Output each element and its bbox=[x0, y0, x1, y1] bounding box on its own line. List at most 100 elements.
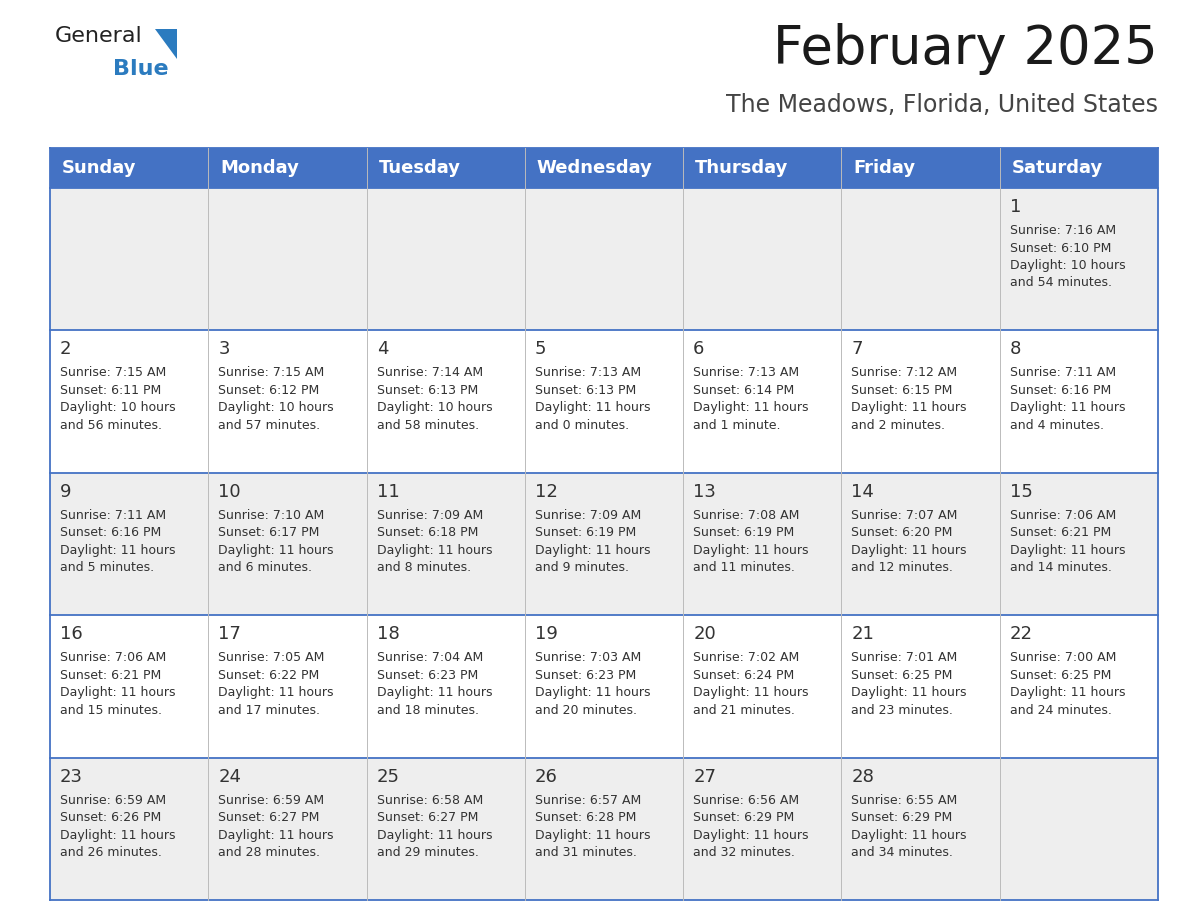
Text: 26: 26 bbox=[535, 767, 557, 786]
Text: and 20 minutes.: and 20 minutes. bbox=[535, 704, 637, 717]
Text: and 57 minutes.: and 57 minutes. bbox=[219, 419, 321, 431]
Text: Sunset: 6:29 PM: Sunset: 6:29 PM bbox=[693, 812, 795, 824]
Text: General: General bbox=[55, 26, 143, 46]
Text: Daylight: 11 hours: Daylight: 11 hours bbox=[377, 686, 492, 700]
Text: Daylight: 11 hours: Daylight: 11 hours bbox=[693, 686, 809, 700]
Text: and 0 minutes.: and 0 minutes. bbox=[535, 419, 628, 431]
Bar bbox=[683, 473, 841, 615]
Text: Sunrise: 6:58 AM: Sunrise: 6:58 AM bbox=[377, 793, 482, 807]
Bar bbox=[208, 330, 367, 473]
Text: Daylight: 10 hours: Daylight: 10 hours bbox=[377, 401, 492, 414]
Text: Tuesday: Tuesday bbox=[379, 159, 461, 177]
Bar bbox=[367, 148, 525, 188]
Text: Sunrise: 7:04 AM: Sunrise: 7:04 AM bbox=[377, 651, 482, 665]
Bar bbox=[367, 188, 525, 330]
Text: Sunrise: 7:14 AM: Sunrise: 7:14 AM bbox=[377, 366, 482, 379]
Text: Sunrise: 7:13 AM: Sunrise: 7:13 AM bbox=[693, 366, 800, 379]
Text: Sunrise: 6:57 AM: Sunrise: 6:57 AM bbox=[535, 793, 642, 807]
Text: Sunset: 6:18 PM: Sunset: 6:18 PM bbox=[377, 526, 478, 539]
Bar bbox=[841, 188, 1000, 330]
Bar bbox=[1000, 757, 1158, 900]
Text: and 17 minutes.: and 17 minutes. bbox=[219, 704, 321, 717]
Text: 7: 7 bbox=[852, 341, 862, 358]
Text: and 23 minutes.: and 23 minutes. bbox=[852, 704, 953, 717]
Text: Sunset: 6:13 PM: Sunset: 6:13 PM bbox=[535, 384, 636, 397]
Text: and 54 minutes.: and 54 minutes. bbox=[1010, 276, 1112, 289]
Text: Daylight: 11 hours: Daylight: 11 hours bbox=[377, 829, 492, 842]
Text: 18: 18 bbox=[377, 625, 399, 644]
Bar bbox=[1000, 148, 1158, 188]
Bar bbox=[525, 148, 683, 188]
Text: Daylight: 11 hours: Daylight: 11 hours bbox=[535, 543, 650, 557]
Text: and 28 minutes.: and 28 minutes. bbox=[219, 846, 321, 859]
Text: 17: 17 bbox=[219, 625, 241, 644]
Bar bbox=[525, 473, 683, 615]
Text: Daylight: 11 hours: Daylight: 11 hours bbox=[1010, 401, 1125, 414]
Text: Sunrise: 7:10 AM: Sunrise: 7:10 AM bbox=[219, 509, 324, 521]
Text: Sunset: 6:23 PM: Sunset: 6:23 PM bbox=[535, 668, 636, 682]
Text: Thursday: Thursday bbox=[695, 159, 789, 177]
Text: 9: 9 bbox=[61, 483, 71, 501]
Bar bbox=[841, 148, 1000, 188]
Text: Sunrise: 7:16 AM: Sunrise: 7:16 AM bbox=[1010, 224, 1116, 237]
Text: Sunset: 6:21 PM: Sunset: 6:21 PM bbox=[1010, 526, 1111, 539]
Text: Sunset: 6:17 PM: Sunset: 6:17 PM bbox=[219, 526, 320, 539]
Text: Sunset: 6:25 PM: Sunset: 6:25 PM bbox=[1010, 668, 1111, 682]
Bar bbox=[525, 188, 683, 330]
Bar bbox=[683, 148, 841, 188]
Bar bbox=[367, 473, 525, 615]
Text: 8: 8 bbox=[1010, 341, 1022, 358]
Text: 14: 14 bbox=[852, 483, 874, 501]
Text: 15: 15 bbox=[1010, 483, 1032, 501]
Text: Sunset: 6:15 PM: Sunset: 6:15 PM bbox=[852, 384, 953, 397]
Text: Sunset: 6:21 PM: Sunset: 6:21 PM bbox=[61, 668, 162, 682]
Text: Sunset: 6:12 PM: Sunset: 6:12 PM bbox=[219, 384, 320, 397]
Text: Sunrise: 7:09 AM: Sunrise: 7:09 AM bbox=[535, 509, 642, 521]
Bar bbox=[1000, 188, 1158, 330]
Text: Sunrise: 7:13 AM: Sunrise: 7:13 AM bbox=[535, 366, 642, 379]
Text: Sunset: 6:16 PM: Sunset: 6:16 PM bbox=[61, 526, 162, 539]
Text: Sunrise: 7:02 AM: Sunrise: 7:02 AM bbox=[693, 651, 800, 665]
Text: Daylight: 11 hours: Daylight: 11 hours bbox=[852, 686, 967, 700]
Text: and 18 minutes.: and 18 minutes. bbox=[377, 704, 479, 717]
Text: Sunrise: 6:59 AM: Sunrise: 6:59 AM bbox=[61, 793, 166, 807]
Text: 4: 4 bbox=[377, 341, 388, 358]
Text: and 14 minutes.: and 14 minutes. bbox=[1010, 561, 1112, 575]
Text: Blue: Blue bbox=[113, 59, 169, 79]
Text: 22: 22 bbox=[1010, 625, 1032, 644]
Text: February 2025: February 2025 bbox=[773, 23, 1158, 75]
Text: Daylight: 11 hours: Daylight: 11 hours bbox=[693, 543, 809, 557]
Text: Monday: Monday bbox=[220, 159, 299, 177]
Text: Sunset: 6:10 PM: Sunset: 6:10 PM bbox=[1010, 241, 1111, 254]
Text: 2: 2 bbox=[61, 341, 71, 358]
Text: Sunset: 6:26 PM: Sunset: 6:26 PM bbox=[61, 812, 162, 824]
Text: Daylight: 11 hours: Daylight: 11 hours bbox=[61, 829, 176, 842]
Text: Sunrise: 7:15 AM: Sunrise: 7:15 AM bbox=[61, 366, 166, 379]
Bar bbox=[50, 473, 208, 615]
Text: Sunset: 6:13 PM: Sunset: 6:13 PM bbox=[377, 384, 478, 397]
Text: and 15 minutes.: and 15 minutes. bbox=[61, 704, 162, 717]
Polygon shape bbox=[154, 29, 177, 59]
Text: Daylight: 11 hours: Daylight: 11 hours bbox=[219, 829, 334, 842]
Bar bbox=[367, 615, 525, 757]
Text: Sunrise: 6:55 AM: Sunrise: 6:55 AM bbox=[852, 793, 958, 807]
Text: Daylight: 11 hours: Daylight: 11 hours bbox=[219, 686, 334, 700]
Text: Sunset: 6:24 PM: Sunset: 6:24 PM bbox=[693, 668, 795, 682]
Text: Daylight: 11 hours: Daylight: 11 hours bbox=[535, 829, 650, 842]
Text: and 58 minutes.: and 58 minutes. bbox=[377, 419, 479, 431]
Text: 21: 21 bbox=[852, 625, 874, 644]
Text: 19: 19 bbox=[535, 625, 557, 644]
Text: Daylight: 11 hours: Daylight: 11 hours bbox=[693, 829, 809, 842]
Text: and 24 minutes.: and 24 minutes. bbox=[1010, 704, 1112, 717]
Text: Sunset: 6:27 PM: Sunset: 6:27 PM bbox=[377, 812, 478, 824]
Text: Saturday: Saturday bbox=[1012, 159, 1102, 177]
Bar bbox=[50, 757, 208, 900]
Text: Daylight: 11 hours: Daylight: 11 hours bbox=[693, 401, 809, 414]
Bar bbox=[683, 757, 841, 900]
Text: Sunset: 6:19 PM: Sunset: 6:19 PM bbox=[693, 526, 795, 539]
Text: 20: 20 bbox=[693, 625, 716, 644]
Text: Daylight: 10 hours: Daylight: 10 hours bbox=[219, 401, 334, 414]
Text: and 26 minutes.: and 26 minutes. bbox=[61, 846, 162, 859]
Text: 5: 5 bbox=[535, 341, 546, 358]
Text: Sunset: 6:20 PM: Sunset: 6:20 PM bbox=[852, 526, 953, 539]
